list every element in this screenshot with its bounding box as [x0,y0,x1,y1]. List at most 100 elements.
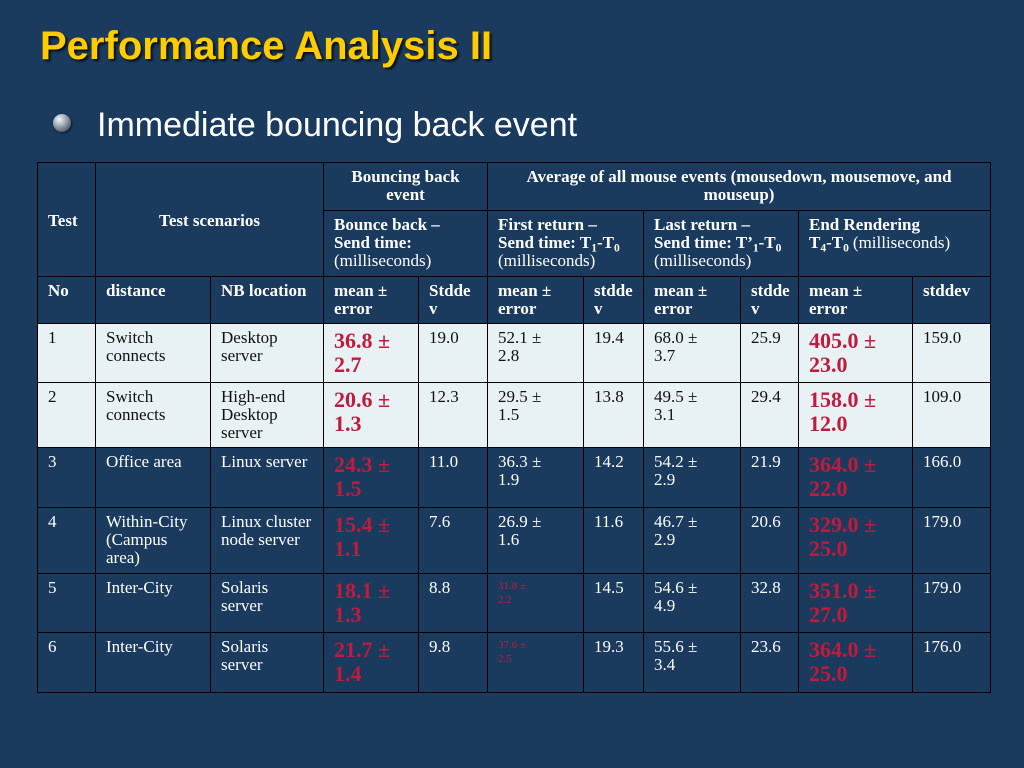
formula-mid: -T [826,233,844,252]
cell-first-return-stddev: 14.5 [583,573,644,633]
cell-last-return-stddev: 20.6 [740,507,799,574]
header-bounce-back-unit: (milliseconds) [334,251,432,270]
header-last-return-formula: Send time: T’1-T0 [654,233,794,255]
table-row: 1 Switch connects Desktop server 36.8 ± 2.7… [37,323,992,383]
cell-bounce-mean-error: 18.1 ± 1.3 [323,573,419,633]
column-header-bounce-mean-error: mean ± error [323,276,419,324]
cell-bounce-stddev: 19.0 [418,323,488,383]
cell-first-return-mean-error: 31.8 ± 2.2 [487,573,584,633]
header-bouncing-back-event: Bouncing back event [323,162,488,211]
table-row: 6 Inter-City Solaris server 21.7 ± 1.4 9.8 37… [37,632,992,693]
table-row: 4 Within-City (Campus area) Linux cluster … [37,507,992,574]
cell-last-return-mean-error: 54.2 ± 2.9 [643,447,741,508]
formula-mid: -T [758,233,776,252]
cell-first-return-mean-error: 37.6 ± 2.5 [487,632,584,693]
cell-distance: Switch connects [95,382,211,448]
cell-end-rendering-mean-error: 364.0 ± 22.0 [798,447,913,508]
header-last-return-title: Last return – [654,215,751,234]
cell-last-return-mean-error: 55.6 ± 3.4 [643,632,741,693]
header-test-scenarios: Test scenarios [95,162,324,277]
cell-first-return-mean-error: 36.3 ± 1.9 [487,447,584,508]
header-bounce-back-title: Bounce back – [334,215,440,234]
cell-distance: Switch connects [95,323,211,383]
cell-first-return-stddev: 13.8 [583,382,644,448]
header-first-return-send-time: First return – Send time: T1-T0 (milliseco… [487,210,644,277]
bullet-text: Immediate bouncing back event [97,106,578,144]
table-row: 3 Office area Linux server 24.3 ± 1.5 11.0 36… [37,447,992,508]
cell-bounce-stddev: 11.0 [418,447,488,508]
cell-bounce-mean-error: 20.6 ± 1.3 [323,382,419,448]
cell-last-return-stddev: 23.6 [740,632,799,693]
cell-first-return-mean-error: 26.9 ± 1.6 [487,507,584,574]
cell-bounce-stddev: 8.8 [418,573,488,633]
formula-prefix: T [809,233,821,252]
cell-end-rendering-stddev: 179.0 [911,573,992,633]
header-average-mouse-events: Average of all mouse events (mousedown, … [486,162,992,211]
cell-bounce-mean-error: 21.7 ± 1.4 [323,632,419,693]
cell-no: 6 [37,632,96,693]
cell-nb-location: High-end Desktop server [210,382,324,448]
header-row-measures: Bounce back – Send time: (milliseconds) Fi… [38,210,992,277]
cell-distance: Within-City (Campus area) [95,507,211,574]
cell-distance: Inter-City [95,632,211,693]
table-row: 2 Switch connects High-end Desktop server 2… [37,382,992,448]
formula-prefix: Send time: T’ [654,233,753,252]
cell-nb-location: Desktop server [210,323,324,383]
formula-subscript: 1 [752,241,759,255]
cell-first-return-mean-error: 52.1 ± 2.8 [487,323,584,383]
cell-end-rendering-mean-error: 351.0 ± 27.0 [798,573,913,633]
header-last-return-unit: (milliseconds) [654,251,752,270]
header-last-return-send-time: Last return – Send time: T’1-T0 (milliseco… [643,210,799,277]
formula-subscript: 0 [613,241,620,255]
cell-bounce-stddev: 12.3 [418,382,488,448]
table-row: 5 Inter-City Solaris server 18.1 ± 1.3 8.8 31… [37,573,992,633]
cell-nb-location: Solaris server [210,573,324,633]
cell-first-return-stddev: 19.3 [583,632,644,693]
formula-subscript: 0 [775,241,782,255]
column-header-no: No [37,276,96,324]
header-end-rendering-formula: T4-T0 (milliseconds) [809,233,986,255]
cell-end-rendering-stddev: 176.0 [911,632,992,693]
cell-last-return-mean-error: 54.6 ± 4.9 [643,573,741,633]
cell-last-return-mean-error: 46.7 ± 2.9 [643,507,741,574]
cell-end-rendering-stddev: 159.0 [911,323,992,383]
cell-end-rendering-stddev: 109.0 [911,382,992,448]
cell-nb-location: Solaris server [210,632,324,693]
cell-end-rendering-mean-error: 405.0 ± 23.0 [798,323,913,383]
column-header-last-return-stddev: stdde v [740,276,799,324]
column-header-bounce-stddev: Stdde v [418,276,488,324]
cell-bounce-mean-error: 24.3 ± 1.5 [323,447,419,508]
cell-bounce-stddev: 9.8 [418,632,488,693]
cell-last-return-stddev: 25.9 [740,323,799,383]
cell-bounce-mean-error: 36.8 ± 2.7 [323,323,419,383]
column-header-end-rendering-mean-error: mean ± error [798,276,913,324]
cell-no: 3 [37,447,96,508]
slide-title: Performance Analysis II [40,24,493,68]
cell-last-return-stddev: 29.4 [740,382,799,448]
cell-bounce-stddev: 7.6 [418,507,488,574]
table-body: 1 Switch connects Desktop server 36.8 ± 2.7… [37,323,992,693]
header-end-rendering-title: End Rendering [809,215,920,234]
formula-subscript: 4 [820,241,827,255]
cell-first-return-mean-error: 29.5 ± 1.5 [487,382,584,448]
cell-end-rendering-mean-error: 158.0 ± 12.0 [798,382,913,448]
header-row-groups: Test Test scenarios Bouncing back event … [37,162,992,277]
cell-last-return-mean-error: 68.0 ± 3.7 [643,323,741,383]
cell-first-return-stddev: 11.6 [583,507,644,574]
cell-distance: Inter-City [95,573,211,633]
results-table: Test Test scenarios Bouncing back event … [37,162,992,693]
formula-prefix: Send time: T [498,233,592,252]
header-first-return-unit: (milliseconds) [498,251,596,270]
cell-no: 1 [37,323,96,383]
cell-end-rendering-stddev: 166.0 [911,447,992,508]
header-bounce-back-send-time: Bounce back – Send time: (milliseconds) [323,210,488,277]
column-header-last-return-mean-error: mean ± error [643,276,741,324]
column-header-nb-location: NB location [210,276,324,324]
cell-nb-location: Linux cluster node server [210,507,324,574]
cell-end-rendering-mean-error: 329.0 ± 25.0 [798,507,913,574]
formula-mid: -T [596,233,614,252]
cell-no: 2 [37,382,96,448]
header-test: Test [37,162,96,277]
cell-first-return-stddev: 14.2 [583,447,644,508]
sphere-bullet-icon [53,114,71,132]
